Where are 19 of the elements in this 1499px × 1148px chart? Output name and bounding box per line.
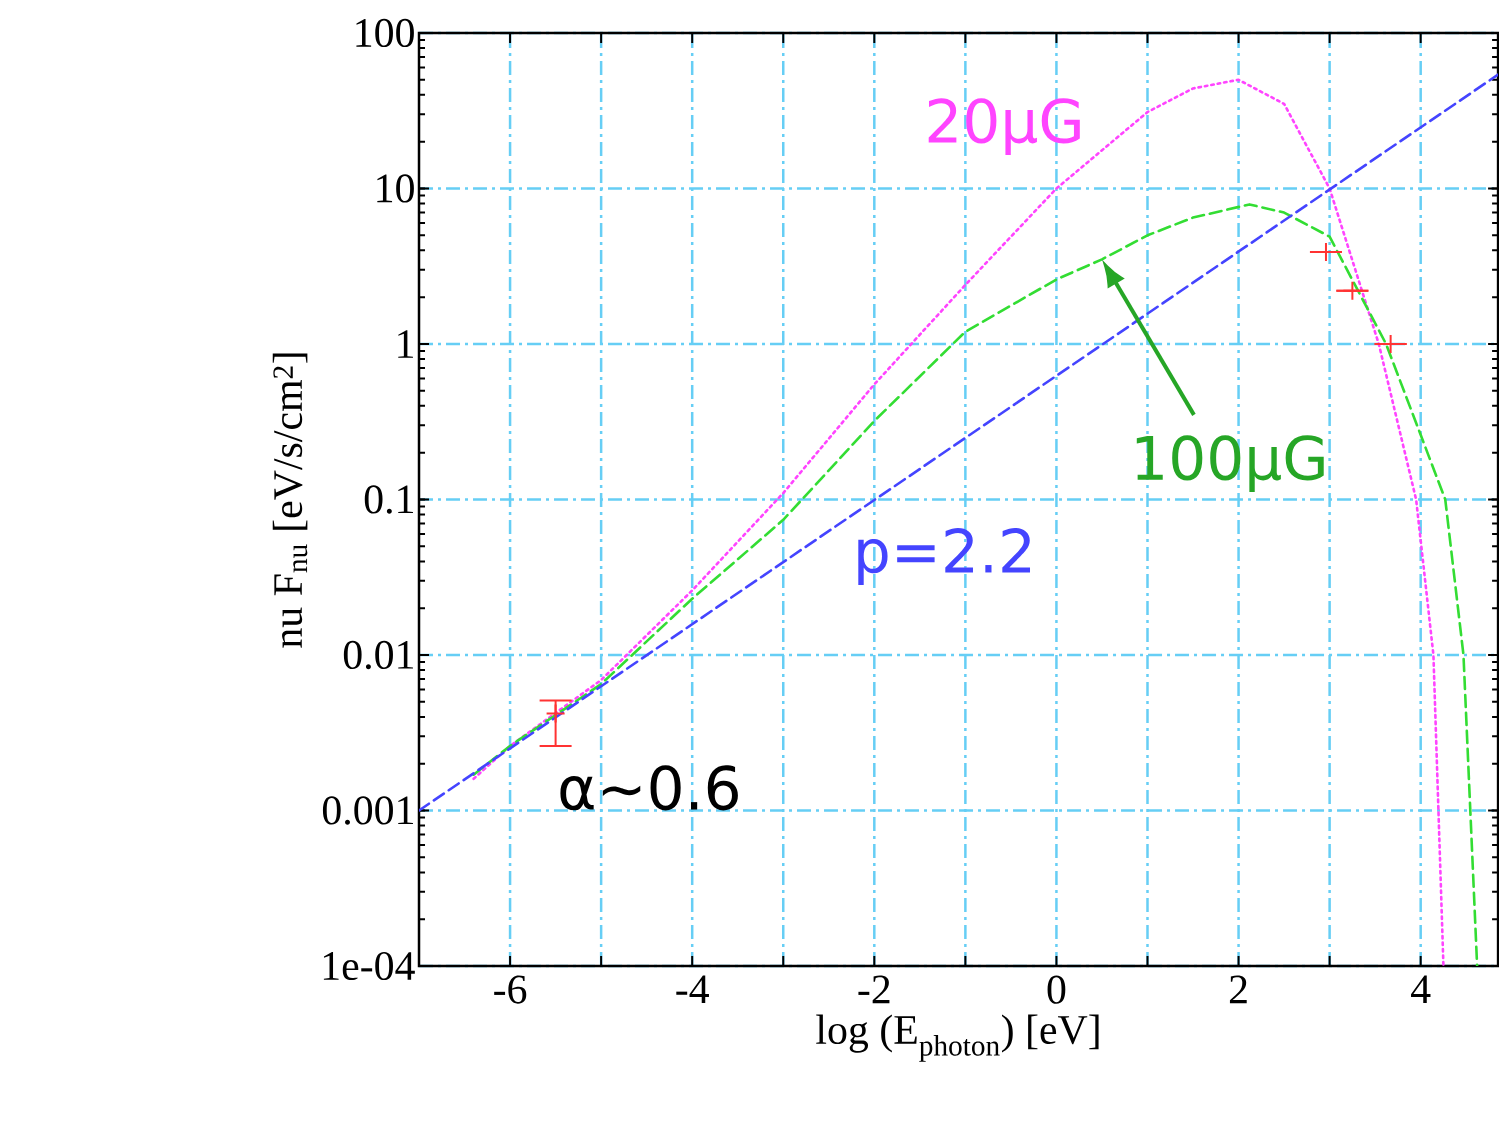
y-tick-label: 0.001: [322, 796, 413, 825]
y-tick-label: 0.01: [343, 640, 413, 670]
y-tick-label: 10: [377, 174, 414, 203]
x-tick-label: 2: [1229, 975, 1247, 1004]
series-label: 100μG: [1136, 435, 1324, 493]
x-axis-title: log (E$_{photon}$) [eV]: [816, 1014, 1099, 1062]
y-tick-label: 100: [356, 18, 414, 48]
annotation: α~0.6: [560, 765, 738, 811]
y-tick-label: 1: [398, 330, 413, 358]
y-axis-title: nu F$_{nu}$ [eV/s/cm$^{2}$]: [272, 353, 308, 648]
series-label: p=2.2: [858, 528, 1031, 585]
x-tick-label: -6: [494, 975, 527, 1004]
x-tick-label: 0: [1047, 975, 1066, 1004]
y-tick-label: 1e-04: [323, 951, 415, 981]
y-tick-label: 0.1: [364, 485, 413, 514]
x-tick-label: 4: [1411, 975, 1431, 1004]
series-label: 20μG: [928, 98, 1080, 156]
x-tick-label: -2: [858, 975, 890, 1004]
x-tick-label: -4: [676, 975, 709, 1004]
